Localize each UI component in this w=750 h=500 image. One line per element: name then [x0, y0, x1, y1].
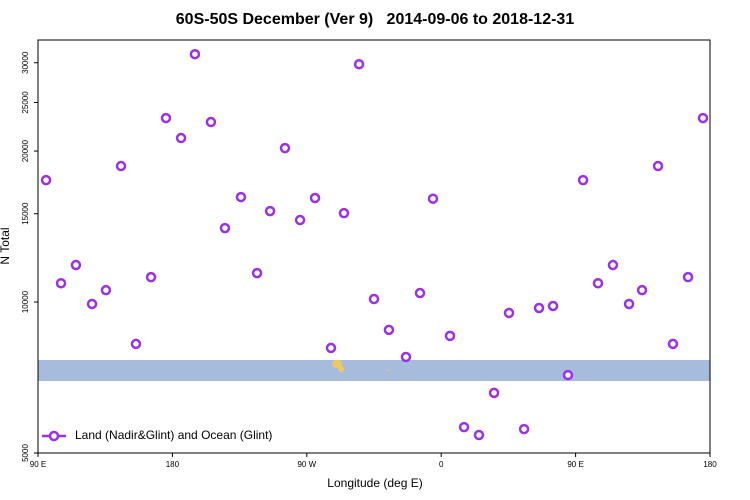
marker: [444, 330, 456, 342]
map-strip: [38, 360, 710, 381]
legend-label: Land (Nadir&Glint) and Ocean (Glint): [75, 428, 272, 442]
marker: [189, 48, 201, 60]
marker: [251, 267, 263, 279]
marker: [533, 302, 545, 314]
x-tick-label: 180: [166, 460, 180, 469]
marker: [427, 193, 439, 204]
land-patches: [332, 360, 389, 372]
y-tick-label: 10000: [21, 290, 30, 313]
y-tick-label: 15000: [21, 202, 30, 225]
x-tick-label: 180: [703, 460, 717, 469]
marker: [592, 278, 604, 289]
marker: [697, 112, 709, 124]
marker: [338, 207, 350, 219]
legend-marker: [48, 430, 60, 442]
marker: [145, 271, 157, 283]
marker: [55, 278, 67, 289]
marker: [547, 300, 559, 312]
marker: [219, 222, 231, 234]
x-tick-label: 0: [439, 460, 444, 469]
marker: [458, 421, 470, 433]
marker: [473, 429, 485, 441]
x-axis-label: Longitude (deg E): [327, 476, 422, 490]
marker: [682, 271, 694, 283]
x-tick-label: 90 W: [297, 460, 316, 469]
marker: [667, 338, 679, 350]
x-tick-label: 90 E: [30, 460, 46, 469]
marker: [294, 214, 306, 226]
marker: [325, 342, 337, 354]
y-tick-label: 5000: [21, 444, 30, 462]
y-axis-label: N Total: [0, 227, 12, 264]
marker: [636, 284, 648, 296]
y-tick-label: 25000: [21, 91, 30, 114]
marker: [623, 298, 635, 310]
plot-frame: [37, 39, 711, 454]
marker: [130, 338, 142, 350]
marker: [40, 174, 52, 186]
marker: [400, 351, 412, 363]
marker: [414, 287, 426, 299]
marker: [652, 160, 664, 172]
marker: [607, 259, 619, 271]
y-tick-label: 30000: [21, 51, 30, 74]
marker: [368, 293, 380, 305]
marker: [577, 174, 589, 186]
marker: [115, 160, 127, 172]
marker: [175, 132, 187, 144]
marker: [518, 423, 530, 435]
marker: [86, 298, 98, 310]
chart-title: 60S-50S December (Ver 9) 2014-09-06 to 2…: [176, 11, 575, 28]
marker: [160, 112, 172, 124]
marker: [205, 116, 217, 128]
marker: [383, 324, 395, 336]
marker: [309, 192, 321, 204]
marker: [70, 259, 82, 271]
marker: [100, 284, 112, 296]
marker: [279, 142, 291, 154]
marker: [503, 307, 515, 319]
x-tick-label: 90 E: [567, 460, 583, 469]
marker: [264, 205, 276, 217]
marker: [353, 58, 365, 70]
y-tick-label: 20000: [21, 139, 30, 162]
marker: [488, 387, 500, 399]
marker: [235, 191, 247, 203]
marker: [562, 369, 574, 381]
